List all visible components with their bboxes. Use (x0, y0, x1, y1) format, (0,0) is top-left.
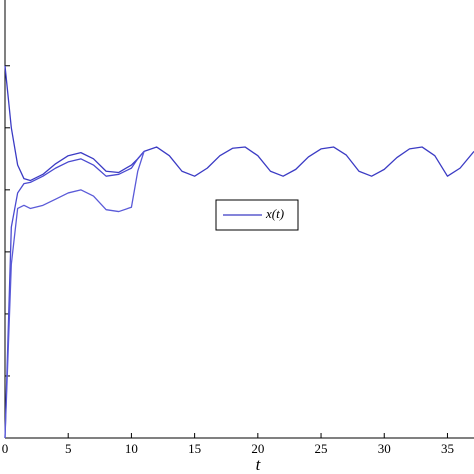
x-tick-label: 15 (188, 441, 201, 456)
line-series (4, 151, 145, 439)
x-tick-label: 25 (315, 441, 328, 456)
x-tick-label: 0 (2, 441, 9, 456)
x-tick-label: 35 (441, 441, 454, 456)
x-tick-label: 20 (251, 441, 264, 456)
x-axis-label: t (256, 455, 262, 474)
x-tick-label: 5 (65, 441, 72, 456)
line-series (4, 65, 474, 182)
line-series (4, 150, 145, 439)
x-tick-label: 30 (378, 441, 391, 456)
legend-label: x(t) (265, 206, 284, 221)
x-tick-label: 10 (125, 441, 138, 456)
